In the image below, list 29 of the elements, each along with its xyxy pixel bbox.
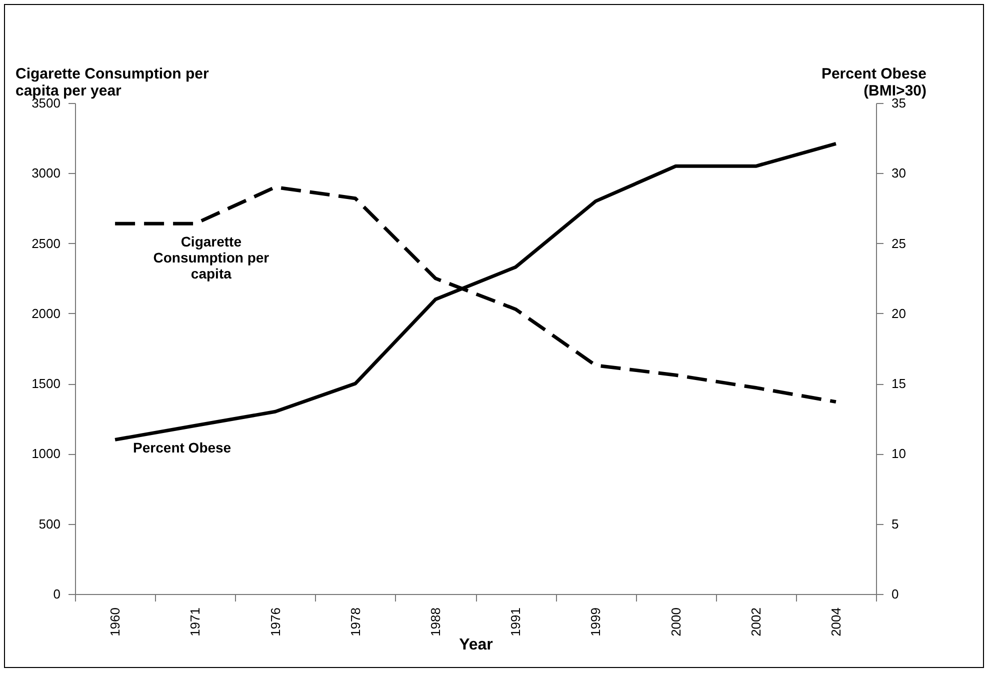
y2-tick-label: 0 [892, 586, 899, 602]
x-tick-label: 1988 [428, 608, 443, 636]
x-tick-label: 1978 [348, 608, 363, 636]
y-tick-label: 1000 [32, 446, 60, 462]
x-tick-label: 1999 [588, 608, 604, 636]
x-tick-label: 2002 [748, 608, 764, 636]
y-tick-label: 2000 [32, 306, 60, 321]
y-tick-label: 0 [53, 586, 60, 602]
y-tick-label: 3000 [32, 166, 60, 181]
y-axis-title: Cigarette Consumption per capita per year [16, 66, 210, 100]
y2-tick-label: 10 [892, 446, 906, 462]
series-label: Percent Obese [133, 440, 232, 456]
y2-tick-label: 30 [892, 166, 906, 181]
series-label: Cigarette Consumption per capita [153, 234, 270, 282]
x-tick-label: 1976 [268, 608, 283, 636]
y-tick-label: 500 [38, 516, 60, 532]
line-series [113, 142, 838, 442]
y-tick-label: 2500 [32, 236, 60, 251]
x-tick-label: 1960 [108, 608, 123, 636]
x-axis-title: Year [459, 636, 493, 654]
x-tick-label: 1991 [508, 608, 524, 636]
x-tick-label: 1971 [188, 608, 203, 636]
x-tick-label: 2004 [828, 608, 844, 636]
y2-tick-label: 20 [892, 306, 906, 321]
y-tick-label: 1500 [32, 376, 60, 392]
y2-tick-label: 25 [892, 236, 906, 251]
y2-tick-label: 15 [892, 376, 906, 392]
y2-tick-label: 5 [892, 516, 899, 532]
x-tick-label: 2000 [668, 608, 684, 636]
